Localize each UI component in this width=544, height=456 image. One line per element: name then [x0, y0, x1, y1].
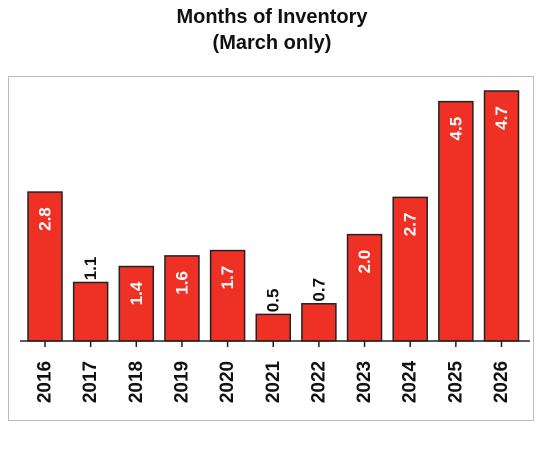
value-label-2018: 1.4 [127, 281, 146, 305]
bar-2021 [255, 313, 291, 342]
value-label-2016: 2.8 [36, 207, 55, 231]
value-label-2020: 1.7 [218, 266, 237, 290]
x-tick-label-2020: 2020 [217, 361, 238, 403]
x-tick-label-2021: 2021 [263, 360, 284, 403]
bar-2017 [72, 281, 109, 342]
x-tick-label-2019: 2019 [171, 361, 192, 403]
bar-2024 [392, 196, 428, 342]
chart-title: Months of Inventory (March only) [0, 4, 544, 56]
bar-2022 [301, 303, 337, 342]
bar-2019 [164, 255, 200, 342]
chart-title-line-1: Months of Inventory [176, 6, 368, 28]
bar-2020 [209, 249, 246, 342]
bar-2025 [438, 100, 474, 342]
bar-2016 [27, 191, 63, 342]
bar-2026 [483, 90, 520, 342]
x-tick-label-2022: 2022 [308, 361, 329, 403]
value-label-2022: 0.7 [309, 278, 328, 302]
value-label-2026: 4.7 [492, 106, 511, 130]
value-label-2024: 2.7 [401, 213, 420, 237]
x-tick-label-2017: 2017 [80, 361, 101, 403]
x-tick-label-2018: 2018 [126, 361, 147, 403]
value-label-2023: 2.0 [355, 250, 374, 274]
chart-title-line-2: (March only) [212, 32, 332, 54]
x-tick-label-2026: 2026 [491, 361, 512, 403]
value-label-2017: 1.1 [81, 257, 100, 281]
x-tick-label-2025: 2025 [445, 360, 466, 403]
bar-2023 [346, 233, 383, 342]
x-tick-label-2016: 2016 [35, 361, 56, 403]
value-label-2019: 1.6 [172, 271, 191, 295]
value-label-2025: 4.5 [446, 117, 465, 141]
value-label-2021: 0.5 [264, 289, 283, 313]
x-tick-label-2024: 2024 [400, 360, 421, 403]
x-tick-label-2023: 2023 [354, 361, 375, 403]
